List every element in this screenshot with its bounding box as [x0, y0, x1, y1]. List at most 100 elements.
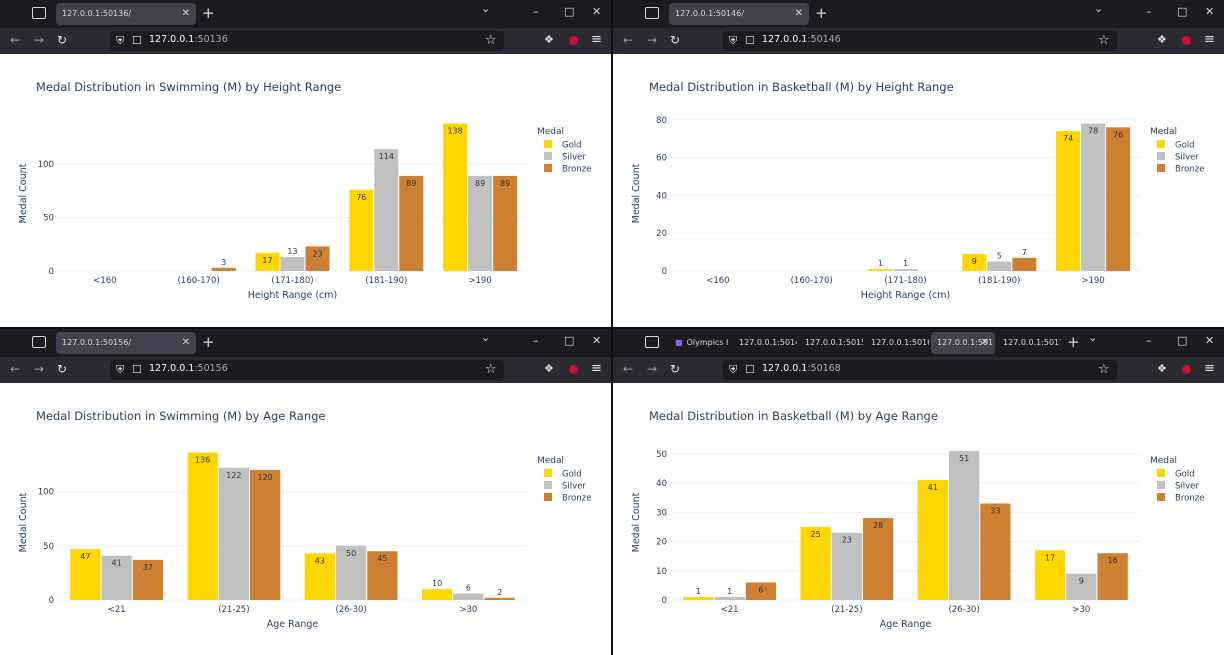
page-icon[interactable]: ☐ — [132, 34, 142, 47]
close-tab-icon[interactable]: ✕ — [181, 8, 190, 19]
browser-tab[interactable]: 127.0.0.1:501 ✕ — [931, 332, 995, 354]
close-window-icon[interactable]: ✕ — [592, 334, 602, 347]
chevron-down-icon[interactable]: ⌄ — [481, 331, 491, 344]
ublock-icon[interactable] — [569, 365, 578, 374]
url-text[interactable]: 127.0.0.1:50156 — [149, 363, 228, 374]
data-label: 23 — [312, 249, 322, 258]
back-icon[interactable]: ← — [623, 362, 634, 376]
maximize-icon[interactable]: □ — [564, 334, 575, 347]
maximize-icon[interactable]: □ — [564, 5, 575, 18]
url-bar[interactable]: ⛨ ☐ 127.0.0.1:50156 ☆ — [110, 360, 504, 380]
new-tab-icon[interactable]: + — [202, 333, 215, 351]
browser-tab[interactable]: 127.0.0.1:5014 — [733, 332, 797, 354]
data-label: 1 — [727, 587, 732, 596]
new-tab-icon[interactable]: + — [1067, 333, 1080, 351]
bar-silver — [1066, 573, 1097, 600]
browser-tab[interactable]: 127.0.0.1:5016 — [865, 332, 929, 354]
view-recent-icon[interactable] — [645, 7, 659, 19]
bar-silver — [714, 597, 745, 600]
tab-bar: ■ Olympics I 127.0.0.1:5014 127.0.0.1:5015 1… — [613, 329, 1224, 357]
url-bar[interactable]: ⛨ ☐ 127.0.0.1:50136 ☆ — [110, 31, 504, 51]
star-icon[interactable]: ☆ — [485, 362, 497, 377]
extensions-icon[interactable]: ❖ — [544, 362, 554, 375]
chevron-down-icon[interactable]: ⌄ — [1094, 2, 1104, 15]
bar-bronze — [211, 267, 236, 271]
page-icon[interactable]: ☐ — [745, 363, 755, 376]
data-label: 33 — [990, 506, 1000, 515]
url-bar[interactable]: ⛨ ☐ 127.0.0.1:50168 ☆ — [723, 360, 1117, 380]
legend-swatch-gold — [1157, 140, 1165, 148]
close-window-icon[interactable]: ✕ — [592, 5, 602, 18]
browser-tab[interactable]: 127.0.0.1:5017 — [997, 332, 1061, 354]
minimize-icon[interactable]: – — [1146, 5, 1152, 18]
legend-label: Gold — [562, 141, 582, 151]
browser-tab[interactable]: 127.0.0.1:50146/ ✕ — [669, 3, 809, 25]
bar-silver — [335, 545, 367, 600]
back-icon[interactable]: ← — [10, 362, 21, 376]
view-recent-icon[interactable] — [32, 336, 46, 348]
bar-chart: 0 50 100 <160 (160-170)3 (171-180) 17 13 23 (181-… — [18, 123, 591, 301]
menu-icon[interactable]: ≡ — [591, 32, 602, 47]
back-icon[interactable]: ← — [10, 33, 21, 47]
view-recent-icon[interactable] — [645, 336, 659, 348]
browser-tab[interactable]: ■ Olympics I — [669, 332, 731, 354]
bar-chart: 0 50 100 <21 47 41 37 (21-25) 136 122 120 (26-30) 43… — [18, 452, 591, 630]
reload-icon[interactable]: ↻ — [670, 33, 681, 47]
new-tab-icon[interactable]: + — [815, 4, 828, 22]
view-recent-icon[interactable] — [32, 7, 46, 19]
close-window-icon[interactable]: ✕ — [1205, 334, 1215, 347]
forward-icon[interactable]: → — [647, 33, 658, 47]
forward-icon[interactable]: → — [647, 362, 658, 376]
star-icon[interactable]: ☆ — [1098, 33, 1110, 48]
reload-icon[interactable]: ↻ — [57, 33, 68, 47]
extensions-icon[interactable]: ❖ — [544, 33, 554, 46]
extensions-icon[interactable]: ❖ — [1157, 362, 1167, 375]
forward-icon[interactable]: → — [34, 362, 45, 376]
bar-silver — [218, 467, 250, 600]
shield-icon[interactable]: ⛨ — [116, 363, 125, 376]
ublock-icon[interactable] — [1182, 36, 1191, 45]
ublock-icon[interactable] — [1182, 365, 1191, 374]
bar-silver — [831, 532, 863, 600]
new-tab-icon[interactable]: + — [202, 4, 215, 22]
minimize-icon[interactable]: – — [1146, 334, 1152, 347]
ublock-icon[interactable] — [569, 36, 578, 45]
bar-gold — [255, 252, 280, 271]
data-label: 1 — [696, 587, 701, 596]
star-icon[interactable]: ☆ — [485, 33, 497, 48]
browser-tab[interactable]: 127.0.0.1:50136/ ✕ — [56, 3, 196, 25]
reload-icon[interactable]: ↻ — [57, 362, 68, 376]
extensions-icon[interactable]: ❖ — [1157, 33, 1167, 46]
maximize-icon[interactable]: □ — [1177, 334, 1188, 347]
shield-icon[interactable]: ⛨ — [729, 34, 738, 47]
menu-icon[interactable]: ≡ — [1204, 361, 1215, 376]
star-icon[interactable]: ☆ — [1098, 362, 1110, 377]
page-icon[interactable]: ☐ — [745, 34, 755, 47]
chart-title: Medal Distribution in Basketball (M) by … — [649, 80, 954, 94]
tab-label: 127.0.0.1:5017 — [1003, 338, 1061, 347]
list-tabs-icon[interactable]: ⌄ — [1088, 331, 1098, 344]
menu-icon[interactable]: ≡ — [1204, 32, 1215, 47]
url-text[interactable]: 127.0.0.1:50168 — [762, 363, 841, 374]
shield-icon[interactable]: ⛨ — [729, 363, 738, 376]
menu-icon[interactable]: ≡ — [591, 361, 602, 376]
legend: Medal Gold Silver Bronze — [537, 456, 591, 504]
url-text[interactable]: 127.0.0.1:50136 — [149, 34, 228, 45]
close-window-icon[interactable]: ✕ — [1205, 5, 1215, 18]
shield-icon[interactable]: ⛨ — [116, 34, 125, 47]
reload-icon[interactable]: ↻ — [670, 362, 681, 376]
chevron-down-icon[interactable]: ⌄ — [481, 2, 491, 15]
forward-icon[interactable]: → — [34, 33, 45, 47]
close-tab-icon[interactable]: ✕ — [980, 337, 989, 348]
browser-tab[interactable]: 127.0.0.1:50156/ ✕ — [56, 332, 196, 354]
close-tab-icon[interactable]: ✕ — [181, 337, 190, 348]
minimize-icon[interactable]: – — [533, 334, 539, 347]
close-tab-icon[interactable]: ✕ — [794, 8, 803, 19]
url-text[interactable]: 127.0.0.1:50146 — [762, 34, 841, 45]
back-icon[interactable]: ← — [623, 33, 634, 47]
maximize-icon[interactable]: □ — [1177, 5, 1188, 18]
browser-tab[interactable]: 127.0.0.1:5015 — [799, 332, 863, 354]
url-bar[interactable]: ⛨ ☐ 127.0.0.1:50146 ☆ — [723, 31, 1117, 51]
page-icon[interactable]: ☐ — [132, 363, 142, 376]
minimize-icon[interactable]: – — [533, 5, 539, 18]
